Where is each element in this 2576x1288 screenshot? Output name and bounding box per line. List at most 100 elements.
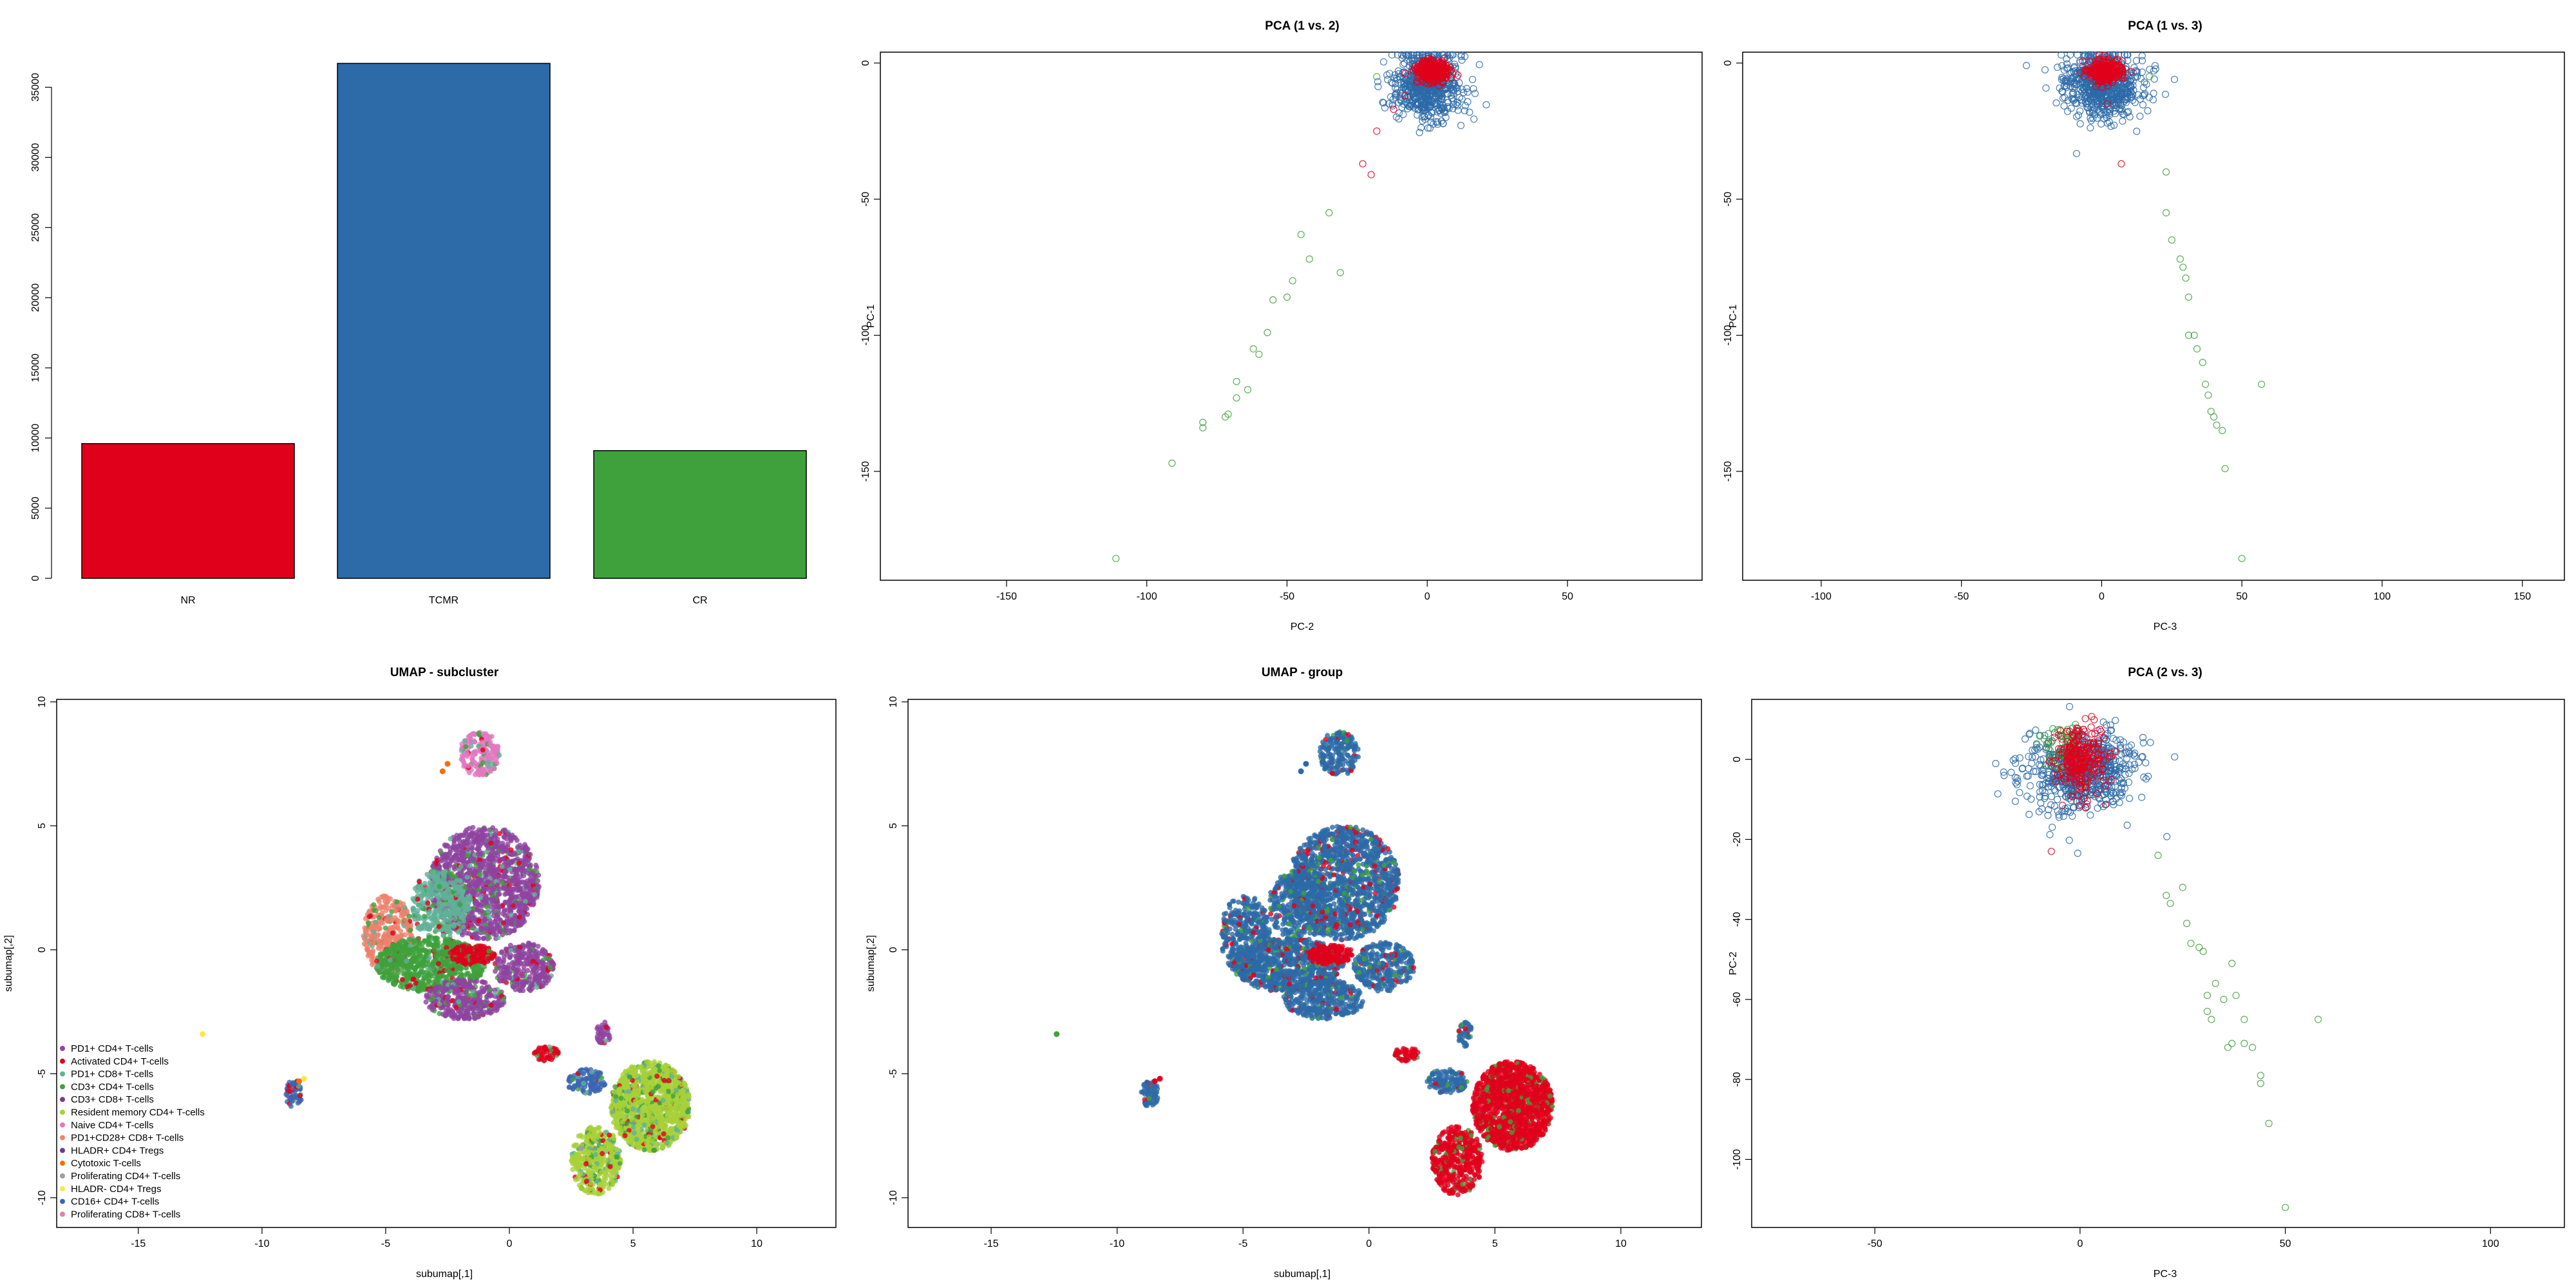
umap-sub-point	[415, 925, 421, 931]
umap-sub-point	[535, 967, 540, 973]
umap-sub-point	[508, 847, 514, 853]
umap-sub-point	[415, 902, 421, 908]
pca13-y-axis-label: PC-1	[1728, 305, 1739, 328]
pca13-point	[2072, 149, 2081, 158]
umap-sub-point	[482, 916, 488, 922]
bar-y-tick-label: 5000	[30, 497, 41, 520]
pca13-point	[2201, 381, 2210, 388]
umap-sub-point	[505, 841, 511, 847]
umap-sub-point	[489, 897, 495, 903]
pca12-y-tick-label: -150	[860, 461, 871, 482]
umap-sub-point	[374, 933, 380, 939]
umap-sub-point	[469, 841, 475, 847]
pca12-point	[1325, 209, 1333, 216]
bar-cr	[593, 450, 807, 579]
umap-sub-point	[369, 940, 375, 946]
umap-sub-point	[500, 843, 506, 849]
umap-sub-point	[384, 895, 390, 900]
umap-sub-point	[366, 914, 372, 920]
umap-sub-point	[466, 826, 472, 831]
umap-sub-point	[497, 917, 503, 923]
bar-category-label: CR	[692, 595, 707, 606]
pca12-point	[1249, 345, 1257, 353]
umap-sub-panel: UMAP - subcluster -15 -10 -5 0 5 101050-5-10 …	[3, 666, 837, 1280]
pca12-point	[1446, 54, 1454, 62]
pca12-point	[1336, 269, 1344, 276]
umap-sub-point	[511, 875, 516, 881]
umap-sub-point	[515, 958, 520, 964]
umap-sub-point	[480, 886, 486, 891]
umap-sub-point	[436, 923, 442, 929]
umap-sub-point	[457, 833, 463, 838]
umap-sub-point	[452, 885, 458, 891]
umap-sub-point	[525, 846, 531, 852]
pca12-point	[1392, 113, 1400, 121]
bar-category-label: NR	[180, 595, 195, 606]
umap-sub-point	[477, 902, 482, 907]
umap-sub-point	[482, 900, 488, 905]
umap-sub-point	[376, 898, 382, 904]
umap-sub-point	[456, 843, 462, 849]
umap-sub-point	[375, 927, 381, 933]
umap-sub-point	[478, 908, 484, 914]
umap-sub-point	[467, 863, 473, 869]
pca12-point	[1244, 386, 1252, 393]
umap-sub-point	[474, 884, 480, 889]
pca12-title: PCA (1 vs. 2)	[1265, 19, 1339, 33]
umap-sub-point	[492, 831, 498, 837]
pca13-x-tick-label: 50	[2236, 591, 2248, 602]
umap-sub-point	[508, 912, 514, 918]
pca13-point	[2193, 345, 2201, 353]
umap-sub-point	[451, 923, 457, 929]
pca13-point	[2073, 113, 2081, 120]
umap-sub-point	[501, 958, 507, 963]
umap-sub-point	[476, 833, 482, 839]
umap-sub-point	[494, 960, 500, 965]
umap-sub-point	[438, 909, 444, 914]
umap-sub-point	[431, 902, 437, 907]
umap-sub-point	[538, 974, 544, 980]
umap-sub-point	[444, 842, 450, 848]
umap-sub-point	[527, 872, 533, 878]
umap-sub-point	[411, 909, 417, 914]
pca13-point	[2146, 66, 2154, 73]
umap-sub-point	[366, 920, 372, 926]
umap-sub-point	[476, 846, 482, 851]
umap-sub-point	[455, 907, 460, 913]
pca13-point	[2219, 426, 2226, 435]
pca13-points	[2023, 51, 2266, 562]
pca12-point	[1359, 160, 1367, 167]
umap-sub-point	[371, 902, 377, 907]
pca13-point	[2184, 293, 2193, 301]
umap-sub-point	[459, 887, 464, 893]
umap-sub-point	[440, 871, 446, 876]
pca12-point	[1388, 51, 1396, 59]
umap-sub-point	[475, 877, 481, 883]
pca12-point	[1471, 90, 1479, 97]
umap-sub-point	[495, 891, 501, 897]
umap-sub-points	[200, 730, 692, 1197]
pca13-point	[2144, 107, 2152, 115]
umap-sub-point	[513, 867, 518, 873]
pca13-point	[2150, 75, 2158, 83]
umap-sub-point	[481, 837, 487, 843]
umap-sub-point	[471, 857, 477, 863]
pca13-point	[2076, 120, 2084, 128]
umap-sub-point	[459, 911, 464, 917]
umap-sub-point	[524, 878, 530, 884]
umap-sub-point	[507, 927, 513, 933]
umap-sub-point	[467, 833, 473, 839]
umap-sub-point	[477, 895, 483, 901]
umap-sub-point	[401, 901, 406, 907]
umap-sub-point	[393, 908, 399, 914]
pca13-point	[2176, 255, 2184, 263]
umap-sub-point	[459, 894, 464, 900]
umap-sub-point	[513, 835, 518, 841]
umap-sub-point	[460, 924, 466, 930]
umap-sub-point	[390, 930, 395, 936]
umap-sub-point	[531, 897, 536, 903]
umap-sub-point	[526, 857, 531, 863]
